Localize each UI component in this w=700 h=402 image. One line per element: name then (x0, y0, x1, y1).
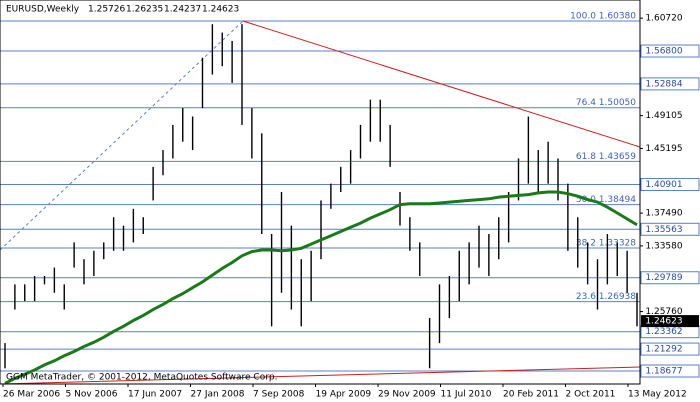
level-layer: 100.0 1.60380 76.4 1.50050 61.8 1.43659 50.… (0, 11, 640, 372)
x-tick-label: 17 Jun 2007 (128, 390, 182, 400)
bar-layer (4, 24, 638, 385)
level-box (640, 44, 700, 58)
level-label: 1.18677 (645, 367, 682, 377)
x-tick-label: 19 Apr 2009 (316, 390, 372, 400)
y-tick-label: 1.37490 (645, 209, 682, 219)
level-label: 1.40901 (645, 180, 682, 190)
y-tick-label: 1.49105 (645, 111, 682, 121)
y-tick-label: 1.25760 (645, 307, 682, 317)
x-tick-label: 2 Oct 2011 (566, 390, 616, 400)
y-tick-label: 1.33580 (645, 241, 682, 251)
fib-label: 23.6 1.26938 (576, 292, 636, 302)
x-tick-label: 20 Feb 2011 (503, 390, 559, 400)
x-tick-label: 5 Nov 2006 (66, 390, 118, 400)
trend-line (0, 366, 641, 385)
fib-label: 100.0 1.60380 (570, 11, 636, 21)
level-box (640, 177, 700, 191)
level-box (640, 342, 700, 356)
open: 1.25726 (88, 5, 125, 15)
symbol: EURUSD,Weekly (6, 5, 80, 15)
level-label: 1.35563 (645, 225, 682, 235)
fib-label: 61.8 1.43659 (576, 152, 636, 162)
fib-label: 76.4 1.50050 (576, 98, 636, 108)
copyright: GGM MetaTrader, © 2001-2012, MetaQuotes … (6, 373, 277, 383)
fib-label: 38.2 1.33328 (576, 239, 636, 249)
level-box (640, 364, 700, 378)
current-price-label: 1.24623 (645, 317, 682, 327)
low: 1.24237 (164, 5, 201, 15)
level-box (640, 222, 700, 236)
close: 1.24623 (202, 5, 239, 15)
y-tick-label: 1.45195 (645, 144, 682, 154)
level-box (640, 271, 700, 285)
level-label: 1.21292 (645, 345, 682, 355)
level-label: 1.29789 (645, 273, 682, 283)
fib-label: 50.0 1.38494 (576, 195, 636, 205)
x-tick-label: 13 May 2012 (628, 390, 687, 400)
level-label: 1.56800 (645, 47, 682, 57)
x-tick-label: 11 Jul 2010 (441, 390, 492, 400)
x-tick-label: 27 Jan 2008 (191, 390, 245, 400)
level-label: 1.52884 (645, 79, 682, 89)
x-tick-label: 7 Sep 2008 (253, 390, 305, 400)
y-tick-label: 1.60720 (645, 14, 682, 24)
plot-frame (0, 0, 641, 385)
x-tick-label: 26 Mar 2006 (3, 390, 60, 400)
x-tick-label: 29 Nov 2009 (378, 390, 436, 400)
level-box (640, 77, 700, 91)
level-label: 1.23362 (645, 327, 682, 337)
current-price-box (641, 315, 699, 328)
moving-average (4, 190, 638, 385)
high: 1.26235 (126, 5, 163, 15)
trend-line (242, 20, 641, 148)
